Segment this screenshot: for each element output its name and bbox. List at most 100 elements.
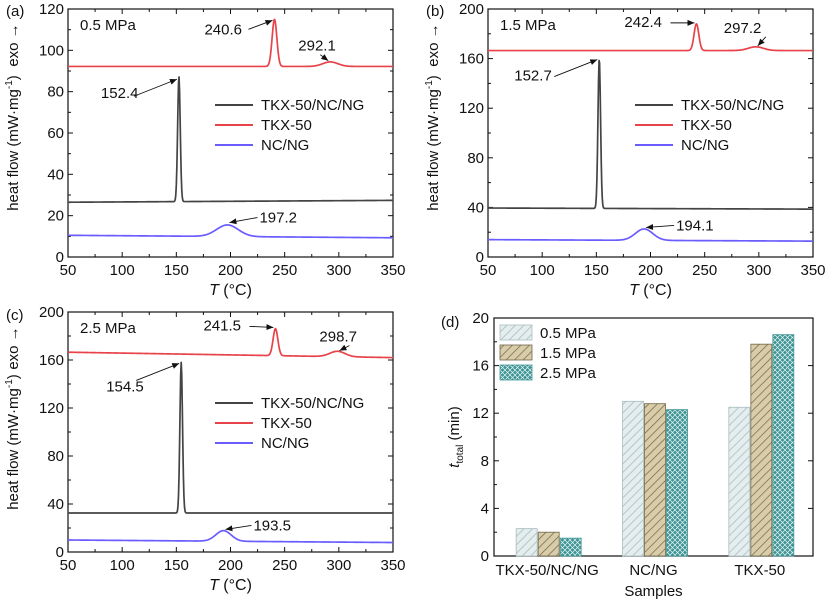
- legend-entry: NC/NG: [261, 435, 309, 452]
- y-tick-label: 4: [481, 500, 489, 517]
- panel-d: 0 4 8 12 16 20 TKX-50/NC/NG NC/NG TKX-50 Samples t…: [441, 310, 814, 600]
- x-axis-label-var: T: [209, 282, 220, 299]
- y-tick-label: 80: [47, 448, 64, 465]
- y-tick-label: 160: [39, 352, 64, 369]
- panel-label: (d): [441, 314, 459, 331]
- y-tick-label: 60: [47, 125, 64, 142]
- peak-arrow: [133, 78, 178, 97]
- peak-arrow: [248, 19, 273, 30]
- y-tick-label: 8: [481, 453, 489, 470]
- exo-label: exo →: [425, 23, 442, 66]
- y-axis-label-sup: -1: [4, 379, 15, 388]
- x-tick-label: 50: [480, 262, 497, 279]
- y-tick-label: 100: [39, 42, 64, 59]
- bar: [772, 334, 795, 557]
- peak-arrow: [320, 54, 329, 62]
- x-tick-label: 100: [110, 262, 135, 279]
- y-tick-label: 20: [47, 208, 64, 225]
- peak-arrow: [554, 59, 598, 78]
- legend-entry: 1.5 MPa: [540, 345, 597, 362]
- y-axis-label-unit: (min): [446, 406, 463, 444]
- x-axis-label: Samples: [624, 583, 682, 600]
- x-axis-label-var: T: [209, 577, 220, 594]
- bar: [559, 537, 582, 557]
- peak-arrow: [757, 36, 767, 47]
- y-axis-label: heat flow (mW·mg-1): [424, 75, 442, 211]
- x-tick-label: 50: [60, 557, 77, 574]
- x-axis-label: T (°C): [209, 282, 252, 299]
- pressure-annotation: 1.5 MPa: [500, 17, 557, 34]
- legend-entry: NC/NG: [261, 137, 309, 154]
- y-tick-label: 120: [39, 400, 64, 417]
- peak-label: 242.4: [624, 14, 662, 31]
- y-axis-label-sub: total: [455, 445, 466, 464]
- series-line-tkx-50-nc-ng: [487, 59, 814, 210]
- series-line-nc-ng: [67, 529, 394, 544]
- x-tick-label: 100: [530, 262, 555, 279]
- panel-a: 50 100 150 200 250 300 350 0 20 40 60 80 100 120 T (°C…: [4, 1, 406, 299]
- peak-label: 152.4: [101, 85, 139, 102]
- panel-label: (c): [6, 307, 24, 324]
- series-line-nc-ng: [67, 224, 394, 239]
- y-tick-label: 40: [47, 496, 64, 513]
- x-category-label: TKX-50/NC/NG: [495, 562, 598, 579]
- y-tick-label: 0: [56, 249, 64, 266]
- x-tick-label: 250: [272, 557, 297, 574]
- y-tick-label: 0: [476, 249, 484, 266]
- y-tick-label: 40: [47, 166, 64, 183]
- peak-arrow: [339, 344, 350, 352]
- x-tick-label: 350: [380, 262, 405, 279]
- y-tick-label: 80: [47, 84, 64, 101]
- legend-swatch: [499, 324, 533, 341]
- y-axis-label: heat flow (mW·mg-1): [4, 374, 22, 510]
- y-tick-label: 12: [472, 405, 489, 422]
- plot-frame: [67, 8, 394, 258]
- legend-swatch: [499, 364, 533, 381]
- peak-label: 154.5: [106, 378, 144, 395]
- peak-label: 241.5: [203, 317, 241, 334]
- peak-arrow: [229, 217, 258, 225]
- x-tick-label: 300: [326, 557, 351, 574]
- y-tick-label: 16: [472, 358, 489, 375]
- x-tick-label: 350: [800, 262, 825, 279]
- legend-entry: TKX-50: [261, 117, 312, 134]
- panel-c: 50 100 150 200 250 300 350 0 40 80 120 160 200 T (°C)…: [4, 304, 406, 594]
- peak-label: 297.2: [724, 20, 762, 37]
- y-axis-label: heat flow (mW·mg-1): [4, 75, 22, 211]
- peak-arrow: [225, 524, 252, 532]
- peak-label: 240.6: [204, 21, 242, 38]
- y-axis-label: ttotal (min): [446, 406, 466, 467]
- peak-label: 197.2: [259, 210, 297, 227]
- y-tick-label: 0: [56, 544, 64, 561]
- legend-entry: TKX-50: [681, 117, 732, 134]
- x-axis-label-unit: (°C): [219, 577, 252, 594]
- x-tick-label: 200: [218, 557, 243, 574]
- legend-entry: 2.5 MPa: [540, 365, 597, 382]
- peak-label: 292.1: [298, 38, 336, 55]
- legend-entry: NC/NG: [681, 137, 729, 154]
- x-tick-label: 300: [746, 262, 771, 279]
- y-tick-label: 120: [39, 1, 64, 18]
- x-tick-label: 150: [164, 557, 189, 574]
- x-tick-label: 200: [218, 262, 243, 279]
- panel-label: (a): [6, 3, 24, 20]
- series-line-tkx-50: [487, 23, 814, 52]
- series-line-tkx-50: [67, 327, 394, 359]
- series-line-tkx-50-nc-ng: [67, 76, 394, 204]
- legend-entry: TKX-50/NC/NG: [261, 97, 364, 114]
- y-axis-label-var: t: [446, 463, 463, 468]
- x-tick-label: 100: [110, 557, 135, 574]
- bar: [537, 531, 560, 557]
- x-tick-label: 50: [60, 262, 77, 279]
- x-tick-label: 350: [380, 557, 405, 574]
- exo-label: exo →: [5, 23, 22, 66]
- panel-label: (b): [426, 3, 444, 20]
- bar: [728, 406, 751, 557]
- x-axis-label: T (°C): [209, 577, 252, 594]
- legend-swatch: [499, 344, 533, 361]
- y-tick-label: 40: [467, 199, 484, 216]
- bar: [666, 409, 688, 557]
- x-category-label: TKX-50: [734, 562, 785, 579]
- peak-label: 193.5: [253, 517, 291, 534]
